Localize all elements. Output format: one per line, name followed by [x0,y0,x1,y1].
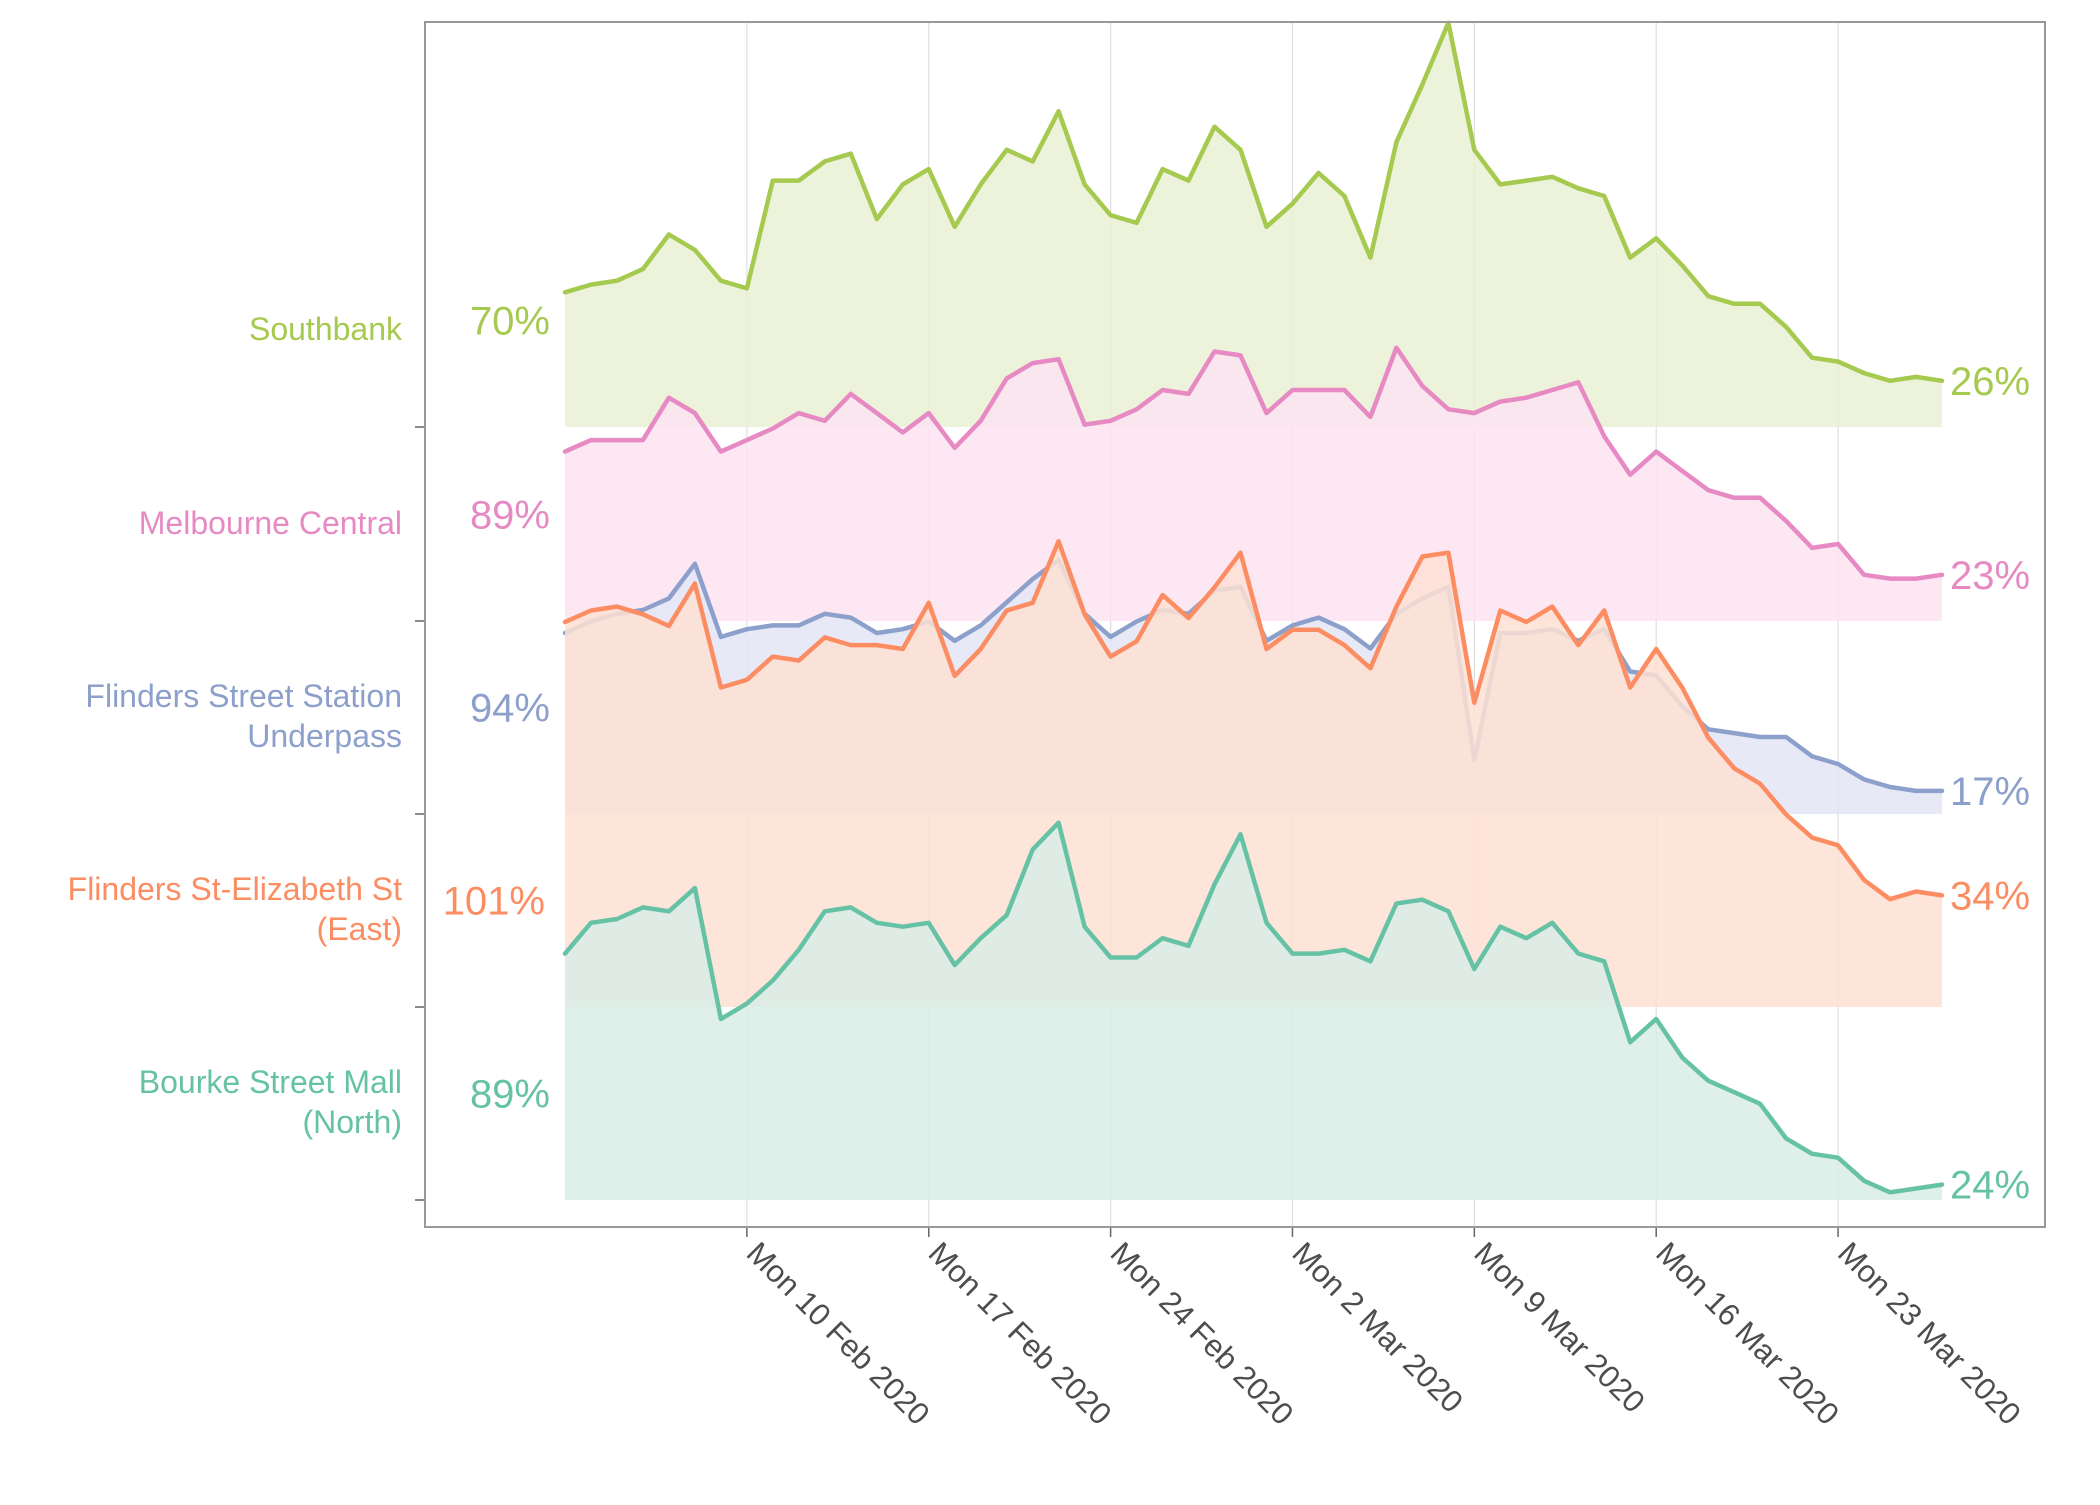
series-start-label: 101% [443,879,545,923]
series-area [565,347,1942,621]
series-name-label: Flinders St-Elizabeth St (East) [68,871,402,947]
series-name-label: Flinders Street Station Underpass [85,678,402,754]
series-start-label: 89% [470,493,550,537]
series-start-label: 89% [470,1072,550,1116]
series-end-label: 17% [1950,770,2030,814]
x-tick-label: Mon 2 Mar 2020 [1286,1235,1470,1419]
series-area [565,822,1942,1200]
series-name-label: Southbank [249,311,403,347]
series-area [565,541,1942,1007]
series-line [562,820,1945,1195]
series-end-label: 23% [1950,554,2030,598]
plot-border [424,21,2046,1228]
series-end-label: 34% [1950,874,2030,918]
series-area [565,22,1942,428]
series-start-label: 94% [470,686,550,730]
series-end-label: 24% [1950,1164,2030,1208]
x-tick-label: Mon 17 Feb 2020 [922,1235,1119,1432]
x-tick-label: Mon 24 Feb 2020 [1104,1235,1301,1432]
series-line [562,345,1945,581]
series-name-label: Melbourne Central [139,505,402,541]
x-tick-label: Mon 23 Mar 2020 [1831,1235,2028,1432]
series-layer [562,20,1945,1200]
series-line [562,538,1945,902]
series-end-label: 26% [1950,360,2030,404]
series-name-label: Bourke Street Mall (North) [139,1064,402,1140]
plot-frame [415,21,2046,1237]
x-tick-label: Mon 16 Mar 2020 [1649,1235,1846,1432]
series-start-label: 70% [470,299,550,343]
x-tick-label: Mon 9 Mar 2020 [1467,1235,1651,1419]
series-line [562,20,1945,384]
x-tick-label: Mon 10 Feb 2020 [740,1235,937,1432]
